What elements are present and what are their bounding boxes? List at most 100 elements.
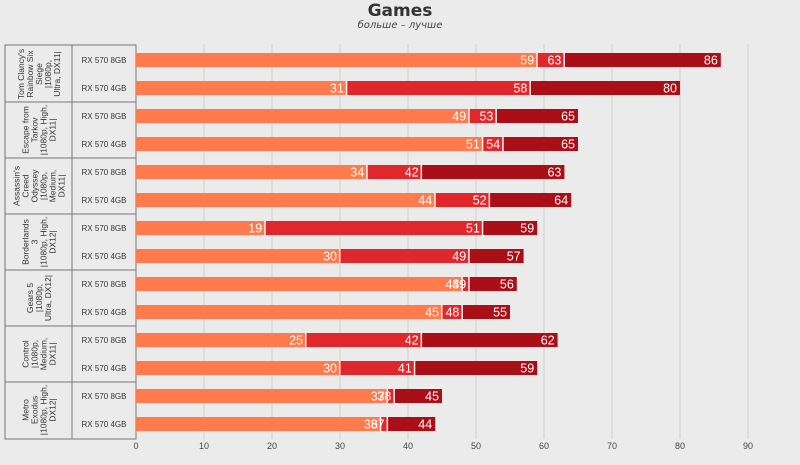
- group-label-line: Borderlands: [21, 219, 31, 265]
- data-label: 63: [547, 54, 561, 68]
- group-label-line: Medium,: [48, 170, 58, 203]
- data-label: 42: [405, 334, 419, 348]
- data-label: 48: [445, 278, 459, 292]
- bar-label: RX 570 4GB: [82, 364, 127, 373]
- bar-divider: [502, 137, 504, 151]
- group-label-line: DX11|: [48, 343, 58, 366]
- group-label-line: Escape from: [21, 106, 31, 154]
- group-label-line: DX12|: [48, 230, 58, 253]
- data-label: 31: [330, 82, 344, 96]
- data-label: 41: [398, 362, 412, 376]
- data-label: 57: [507, 250, 521, 264]
- bar-divider: [379, 417, 382, 431]
- data-label: 63: [547, 166, 561, 180]
- group-label: Tom Clancy'sRainbow SixSiege|1080p,Ultra…: [16, 49, 62, 99]
- bar-segment-avg: [469, 277, 517, 291]
- bar-segment-min: [136, 305, 442, 319]
- bar-divider: [536, 53, 538, 67]
- data-label: 58: [513, 82, 527, 96]
- bar-label: RX 570 4GB: [82, 308, 127, 317]
- bar-segment-avg: [564, 53, 721, 67]
- data-label: 36: [364, 418, 378, 432]
- group-label: Assassin'sCreedOdyssey|1080p,Medium,DX11…: [12, 166, 67, 206]
- bar-label: RX 570 8GB: [82, 224, 127, 233]
- bar-segment-1pct: [387, 389, 395, 403]
- bar-label: RX 570 4GB: [82, 420, 127, 429]
- group-label-line: Metro: [21, 399, 31, 421]
- bar-segment-1pct: [442, 305, 463, 319]
- bar-segment-avg: [421, 165, 565, 179]
- x-tick-label: 90: [743, 441, 753, 451]
- bar-label: RX 570 4GB: [82, 140, 127, 149]
- bar-segment-avg: [394, 389, 442, 403]
- data-label: 56: [500, 278, 514, 292]
- group-label-line: Ultra, DX12|: [43, 275, 53, 321]
- bar-divider: [386, 389, 389, 403]
- bar-divider: [413, 361, 416, 375]
- group-label-line: |1080p, High,: [39, 385, 49, 435]
- data-label: 30: [323, 362, 337, 376]
- bar-segment-avg: [462, 305, 510, 319]
- group-label-line: |1080p, High,: [39, 217, 49, 267]
- bar-segment-avg: [421, 333, 558, 347]
- table-frame: [4, 44, 137, 440]
- bar-segment-avg: [530, 81, 680, 95]
- data-label: 19: [248, 222, 262, 236]
- data-label: 49: [452, 278, 466, 292]
- group-label: Gears 5|1080p,Ultra, DX12|: [25, 275, 53, 321]
- bar-segment-min: [136, 417, 381, 431]
- bar-label: RX 570 8GB: [82, 168, 127, 177]
- group-label-line: |1080p,: [39, 172, 49, 200]
- bar-segment-avg: [503, 137, 578, 151]
- x-tick-label: 50: [471, 441, 481, 451]
- bar-segment-1pct: [306, 333, 422, 347]
- bar-segment-min: [136, 81, 347, 95]
- group-label-line: 3: [30, 239, 40, 244]
- bar-divider: [468, 277, 470, 291]
- bar-label: RX 570 4GB: [82, 252, 127, 261]
- bar-segment-1pct: [462, 277, 470, 291]
- chart-subtitle: больше – лучше: [357, 20, 443, 31]
- data-label: 25: [289, 334, 303, 348]
- bar-divider: [529, 81, 531, 95]
- bar-segment-min: [136, 109, 470, 123]
- bar-label: RX 570 8GB: [82, 112, 127, 121]
- bar-label: RX 570 8GB: [82, 392, 127, 401]
- bar-divider: [434, 193, 436, 207]
- group-label-line: DX11|: [57, 175, 67, 198]
- x-tick-label: 80: [675, 441, 685, 451]
- bar-segment-1pct: [380, 417, 388, 431]
- data-label: 59: [520, 362, 534, 376]
- data-label: 53: [479, 110, 493, 124]
- bar-segment-min: [136, 165, 368, 179]
- bar-divider: [495, 109, 497, 123]
- group-label-line: DX12|: [48, 398, 58, 421]
- bar-divider: [386, 417, 389, 431]
- bar-divider: [420, 165, 423, 179]
- bar-segment-min: [136, 277, 463, 291]
- bar-segment-min: [136, 221, 266, 235]
- data-label: 44: [418, 194, 432, 208]
- group-label-line: Medium,: [39, 338, 49, 371]
- bar-segment-1pct: [435, 193, 490, 207]
- group-label-line: |1080p,: [43, 60, 53, 88]
- data-label: 48: [445, 306, 459, 320]
- x-tick-label: 70: [607, 441, 617, 451]
- data-label: 59: [520, 222, 534, 236]
- data-label: 37: [371, 390, 385, 404]
- group-label-line: |1080p,: [30, 340, 40, 368]
- group-label-line: Control: [21, 340, 31, 368]
- chart-title: Games: [367, 1, 433, 21]
- group-label-line: Gears 5: [25, 283, 35, 314]
- group-label-line: Tarkov: [30, 117, 40, 143]
- bar-segment-1pct: [265, 221, 483, 235]
- data-label: 42: [405, 166, 419, 180]
- group-label: Control|1080p,Medium,DX11|: [21, 338, 58, 371]
- group-label-line: Odyssey: [30, 169, 40, 203]
- bar-divider: [481, 137, 484, 151]
- x-tick-label: 30: [335, 441, 345, 451]
- data-label: 49: [452, 250, 466, 264]
- data-label: 51: [466, 138, 480, 152]
- bar-divider: [488, 193, 491, 207]
